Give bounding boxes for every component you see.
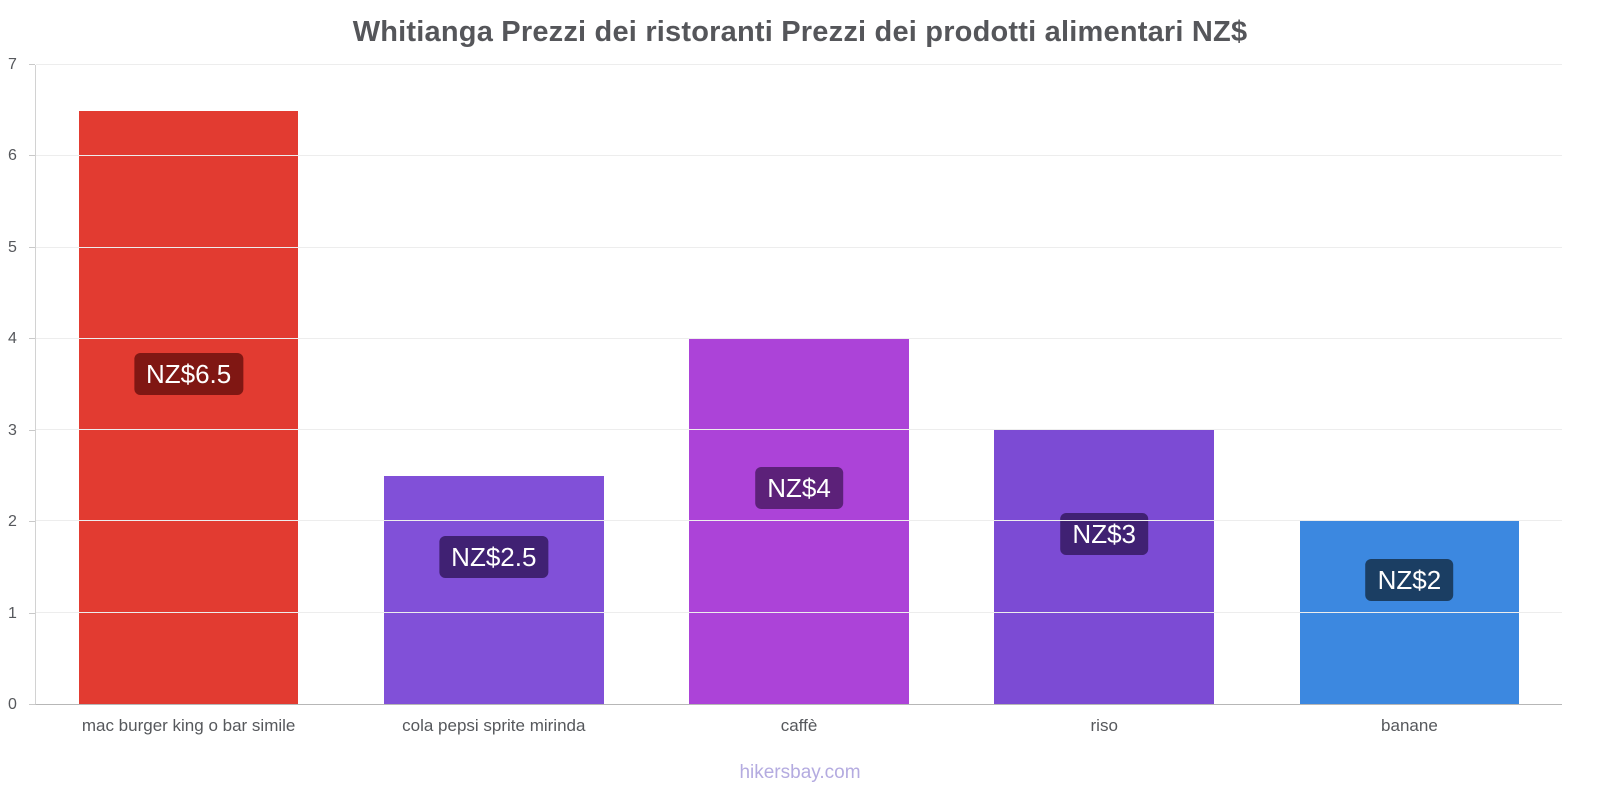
y-tick-mark [29, 521, 35, 523]
y-tick-label: 3 [8, 421, 17, 439]
y-tick-mark [29, 338, 35, 340]
y-tick-mark [29, 246, 35, 248]
footer-watermark: hikersbay.com [739, 762, 861, 783]
y-tick-label: 2 [8, 513, 17, 531]
bar-slot: NZ$4 caffè [646, 65, 951, 735]
bar-value-label: NZ$2 [1365, 558, 1454, 601]
chart-title: Whitianga Prezzi dei ristoranti Prezzi d… [352, 16, 1248, 48]
bar-value-label: NZ$6.5 [133, 353, 244, 396]
y-tick-mark [29, 155, 35, 157]
gridline [36, 246, 1562, 248]
category-label: caffè [780, 716, 818, 735]
bar-slot: NZ$2 banane [1257, 65, 1562, 735]
gridline [36, 64, 1562, 65]
bar-slot: NZ$3 riso [952, 65, 1257, 735]
y-tick-label: 7 [8, 56, 17, 73]
bar: NZ$3 [994, 430, 1215, 704]
y-tick-label: 4 [8, 330, 17, 348]
gridline [36, 155, 1562, 157]
y-tick-mark [29, 429, 35, 431]
y-axis: 0 1 2 3 4 5 6 7 [0, 56, 35, 713]
bar-value-label: NZ$3 [1060, 513, 1148, 556]
bar-value-label: NZ$4 [755, 467, 843, 510]
category-label: banane [1381, 716, 1438, 735]
y-tick-mark [29, 64, 35, 65]
bar: NZ$6.5 [78, 110, 299, 704]
bar-slot: NZ$6.5 mac burger king o bar simile [36, 65, 341, 735]
y-tick-label: 1 [8, 604, 17, 622]
gridline [36, 611, 1562, 613]
y-tick-label: 5 [8, 238, 17, 256]
y-tick-mark [29, 704, 35, 705]
gridline [36, 520, 1562, 522]
y-tick-label: 0 [8, 696, 17, 713]
y-tick-mark [29, 612, 35, 614]
bar: NZ$2 [1299, 521, 1520, 704]
bar-value-label: NZ$2.5 [439, 535, 549, 578]
plot-area: NZ$6.5 mac burger king o bar simile NZ$2.5… [35, 64, 1562, 735]
category-label: riso [1090, 716, 1118, 735]
bars-container: NZ$6.5 mac burger king o bar simile NZ$2.5… [36, 65, 1562, 735]
category-label: cola pepsi sprite mirinda [402, 716, 586, 735]
bar: NZ$2.5 [383, 475, 604, 704]
y-tick-label: 6 [8, 147, 17, 165]
category-label: mac burger king o bar simile [81, 716, 296, 735]
gridline [36, 429, 1562, 431]
gridline [36, 337, 1562, 339]
bar-slot: NZ$2.5 cola pepsi sprite mirinda [341, 65, 646, 735]
